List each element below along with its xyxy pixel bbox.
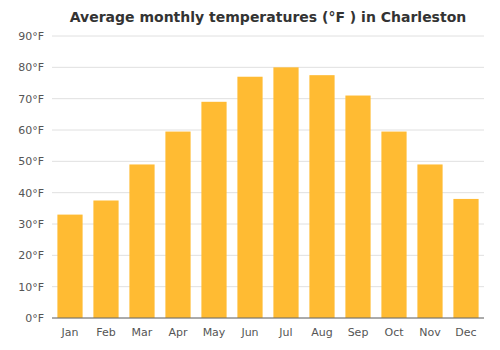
- chart: Average monthly temperatures (°F ) in Ch…: [0, 0, 500, 350]
- bar: [201, 102, 226, 318]
- x-axis: Jan Feb Mar Apr May Jun Jul Aug Sep Oct Nov Dec: [52, 318, 484, 339]
- x-tick-label: Jul: [278, 326, 292, 339]
- bar: [57, 215, 82, 318]
- x-axis-line: [52, 318, 484, 319]
- bar: [93, 201, 118, 319]
- bar: [237, 77, 262, 318]
- grid: [52, 36, 484, 318]
- x-tick-label: Sep: [348, 326, 369, 339]
- x-tick-label: Nov: [419, 326, 441, 339]
- bar: [165, 132, 190, 318]
- x-tick-label: Jan: [61, 326, 79, 339]
- y-tick-label: 60°F: [18, 124, 44, 137]
- y-tick-label: 50°F: [18, 155, 44, 168]
- x-tick-label: Feb: [96, 326, 115, 339]
- x-tick-label: Jun: [240, 326, 258, 339]
- y-tick-label: 30°F: [18, 218, 44, 231]
- bars: [57, 67, 478, 318]
- grid-line: [52, 130, 484, 131]
- bar: [345, 96, 370, 318]
- grid-line: [52, 161, 484, 162]
- y-tick-label: 90°F: [18, 30, 44, 43]
- x-tick-label: Mar: [132, 326, 153, 339]
- grid-line: [52, 98, 484, 99]
- bar: [309, 75, 334, 318]
- y-tick-label: 20°F: [18, 249, 44, 262]
- bar: [273, 67, 298, 318]
- y-tick-label: 80°F: [18, 61, 44, 74]
- title: Average monthly temperatures (°F ) in Ch…: [70, 9, 466, 25]
- x-tick-label: Aug: [311, 326, 332, 339]
- y-tick-label: 0°F: [25, 312, 44, 325]
- y-tick-label: 40°F: [18, 187, 44, 200]
- x-tick-label: Oct: [384, 326, 404, 339]
- grid-line: [52, 36, 484, 37]
- bar: [129, 164, 154, 318]
- bar: [417, 164, 442, 318]
- grid-line: [52, 318, 484, 319]
- y-tick-label: 10°F: [18, 281, 44, 294]
- y-tick-label: 70°F: [18, 93, 44, 106]
- y-axis: 0°F 10°F 20°F 30°F 40°F 50°F 60°F 70°F 80°F 90°F: [18, 30, 44, 325]
- bar: [381, 132, 406, 318]
- x-tick-label: Dec: [455, 326, 476, 339]
- grid-line: [52, 67, 484, 68]
- bar: [453, 199, 478, 318]
- x-tick-label: Apr: [168, 326, 188, 339]
- x-tick-label: May: [203, 326, 226, 339]
